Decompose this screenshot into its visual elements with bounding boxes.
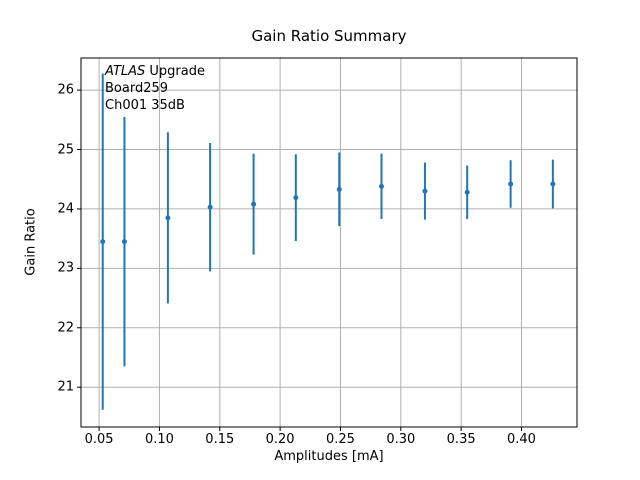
x-tick-label: 0.25 bbox=[325, 432, 355, 447]
annotation-experiment-rest: Upgrade bbox=[145, 64, 205, 79]
chart-title: Gain Ratio Summary bbox=[251, 27, 407, 45]
x-tick-label: 0.40 bbox=[507, 432, 536, 447]
y-tick-label: 21 bbox=[57, 379, 74, 395]
x-tick-label: 0.10 bbox=[144, 432, 174, 447]
x-tick-label: 0.20 bbox=[265, 432, 295, 447]
data-point-marker bbox=[293, 195, 299, 201]
x-tick-label: 0.15 bbox=[205, 432, 235, 447]
data-point-marker bbox=[464, 189, 470, 195]
annotation-channel-gain: Ch001 35dB bbox=[105, 98, 185, 113]
axes-frame bbox=[80, 57, 578, 428]
data-point-marker bbox=[100, 239, 106, 245]
y-axis-label: Gain Ratio bbox=[23, 208, 39, 276]
annotation-board-id: Board259 bbox=[105, 81, 169, 96]
data-point-marker bbox=[121, 239, 127, 245]
data-point-marker bbox=[251, 201, 257, 207]
data-point-marker bbox=[422, 188, 428, 194]
plot-annotation: ATLAS Upgrade Board259 Ch001 35dB bbox=[105, 63, 205, 114]
x-tick-label: 0.35 bbox=[446, 432, 476, 447]
y-tick-label: 24 bbox=[57, 201, 74, 217]
x-axis-label: Amplitudes [mA] bbox=[274, 449, 384, 464]
y-tick-label: 26 bbox=[57, 82, 74, 98]
annotation-line-1: ATLAS Upgrade bbox=[105, 63, 205, 80]
y-tick-label: 23 bbox=[57, 260, 74, 276]
data-point-marker bbox=[378, 183, 384, 189]
x-tick-label: 0.30 bbox=[386, 432, 416, 447]
y-tick-label: 25 bbox=[57, 142, 74, 157]
data-point-marker bbox=[165, 215, 171, 221]
x-tick-label: 0.05 bbox=[84, 432, 114, 447]
data-point-marker bbox=[508, 181, 514, 187]
y-tick-label: 22 bbox=[57, 320, 74, 336]
data-point-marker bbox=[207, 204, 213, 210]
data-point-marker bbox=[550, 181, 556, 187]
data-point-marker bbox=[336, 186, 342, 192]
annotation-experiment-name: ATLAS bbox=[105, 64, 146, 79]
